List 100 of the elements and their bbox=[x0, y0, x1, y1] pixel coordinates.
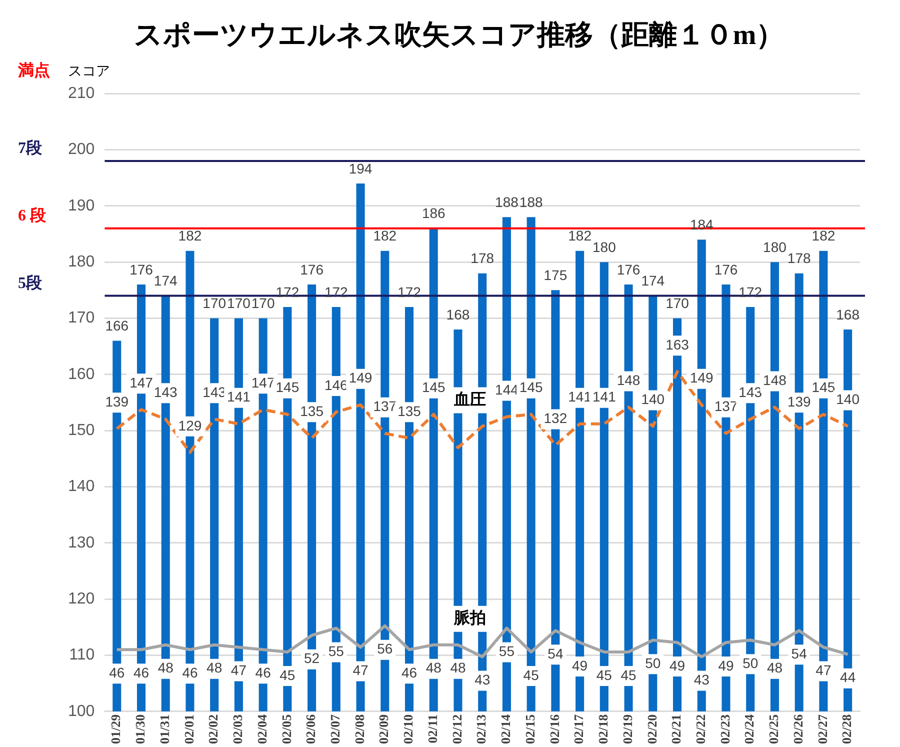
data-label: 182 bbox=[178, 228, 202, 244]
data-label: 46 bbox=[255, 664, 272, 680]
y-axis-title: スコア bbox=[68, 62, 110, 78]
x-tick-label: 02/20 bbox=[644, 714, 660, 744]
x-tick-label: 02/22 bbox=[692, 714, 708, 744]
data-label: 148 bbox=[763, 372, 787, 388]
x-tick-label: 02/06 bbox=[303, 714, 318, 744]
data-label: 143 bbox=[154, 384, 178, 400]
data-label: 143 bbox=[738, 384, 762, 400]
data-label: 48 bbox=[450, 660, 466, 676]
x-tick-label: 02/16 bbox=[546, 714, 562, 744]
data-label: 43 bbox=[474, 672, 490, 688]
y-tick-label: 200 bbox=[68, 141, 95, 158]
data-label: 48 bbox=[158, 660, 174, 676]
data-label: 148 bbox=[616, 372, 640, 388]
data-label: 147 bbox=[130, 374, 154, 390]
x-tick-label: 02/11 bbox=[424, 714, 440, 744]
data-label: 45 bbox=[280, 666, 296, 683]
data-label: 46 bbox=[133, 664, 150, 680]
ref-line-label: 5段 bbox=[18, 274, 43, 292]
data-label: 135 bbox=[300, 402, 324, 419]
x-tick-label: 02/07 bbox=[328, 714, 343, 744]
x-tick-label: 01/29 bbox=[108, 714, 124, 744]
x-tick-label: 02/18 bbox=[596, 714, 611, 744]
x-tick-label: 02/13 bbox=[474, 714, 489, 744]
x-tick-label: 02/01 bbox=[181, 714, 196, 744]
data-label: 47 bbox=[352, 662, 369, 678]
data-label: 141 bbox=[227, 388, 251, 405]
data-label: 163 bbox=[666, 336, 690, 352]
data-label: 55 bbox=[328, 643, 344, 660]
y-tick-label: 130 bbox=[68, 534, 95, 552]
data-label: 182 bbox=[568, 228, 592, 244]
data-label: 46 bbox=[182, 664, 198, 680]
ref-line-label: 6 段 bbox=[18, 206, 47, 225]
series-label: 血圧 bbox=[453, 390, 486, 408]
data-label: 178 bbox=[470, 250, 494, 266]
data-label: 137 bbox=[714, 398, 738, 414]
data-label: 49 bbox=[718, 657, 734, 674]
data-label: 186 bbox=[422, 205, 446, 222]
x-tick-label: 02/02 bbox=[206, 714, 221, 744]
data-label: 45 bbox=[596, 666, 612, 683]
text: 満点 bbox=[17, 62, 50, 80]
data-label: 43 bbox=[694, 672, 710, 688]
data-label: 178 bbox=[787, 250, 811, 266]
data-label: 144 bbox=[495, 382, 519, 398]
y-tick-label: 150 bbox=[68, 422, 95, 439]
y-tick-label: 210 bbox=[68, 85, 95, 102]
data-label: 188 bbox=[495, 194, 519, 210]
x-tick-label: 02/08 bbox=[352, 714, 367, 744]
data-label: 147 bbox=[251, 374, 275, 390]
data-label: 180 bbox=[763, 238, 787, 255]
data-label: 49 bbox=[572, 657, 588, 674]
data-label: 140 bbox=[836, 391, 860, 408]
chart-title: スポーツウエルネス吹矢スコア推移（距離１０m） bbox=[134, 20, 784, 52]
data-label: 168 bbox=[446, 306, 470, 322]
data-label: 145 bbox=[276, 379, 300, 396]
ref-line-label: 7段 bbox=[18, 139, 43, 158]
data-label: 54 bbox=[791, 645, 808, 662]
y-tick-label: 170 bbox=[68, 310, 95, 327]
x-tick-label: 02/17 bbox=[571, 714, 586, 744]
data-label: 48 bbox=[206, 660, 222, 676]
data-label: 145 bbox=[422, 379, 446, 396]
data-label: 46 bbox=[109, 664, 125, 680]
x-tick-label: 02/24 bbox=[742, 714, 757, 744]
x-tick-label: 02/05 bbox=[278, 714, 294, 744]
data-label: 132 bbox=[544, 410, 568, 426]
data-label: 48 bbox=[426, 660, 442, 676]
data-label: 176 bbox=[300, 261, 324, 278]
x-tick-label: 02/14 bbox=[498, 714, 514, 744]
y-tick-label: 140 bbox=[68, 478, 95, 496]
data-label: 50 bbox=[742, 654, 758, 671]
data-label: 141 bbox=[592, 388, 616, 405]
y-tick-label: 180 bbox=[68, 253, 95, 270]
x-tick-label: 02/04 bbox=[254, 714, 270, 744]
y-tick-label: 100 bbox=[68, 702, 95, 720]
x-tick-label: 01/31 bbox=[156, 714, 172, 744]
data-label: 176 bbox=[616, 261, 640, 278]
data-label: 46 bbox=[401, 664, 418, 680]
data-label: 139 bbox=[787, 393, 811, 410]
data-label: 176 bbox=[130, 261, 154, 278]
x-tick-label: 02/03 bbox=[230, 714, 246, 744]
data-label: 55 bbox=[498, 643, 515, 660]
data-label: 47 bbox=[230, 662, 247, 678]
x-tick-label: 02/26 bbox=[790, 714, 806, 744]
data-label: 49 bbox=[669, 657, 686, 674]
data-label: 54 bbox=[548, 645, 564, 662]
data-label: 145 bbox=[519, 379, 543, 396]
data-label: 170 bbox=[227, 295, 251, 312]
x-tick-label: 02/09 bbox=[376, 714, 392, 744]
y-tick-label: 110 bbox=[69, 646, 95, 664]
series-label: 脈拍 bbox=[453, 609, 486, 627]
data-label: 45 bbox=[620, 666, 637, 683]
x-tick-label: 02/21 bbox=[668, 714, 684, 744]
data-label: 194 bbox=[348, 160, 372, 176]
x-tick-label: 02/27 bbox=[814, 714, 830, 744]
data-label: 44 bbox=[840, 669, 856, 686]
data-label: 48 bbox=[766, 660, 783, 676]
data-label: 50 bbox=[645, 654, 661, 671]
data-label: 182 bbox=[812, 228, 836, 244]
data-label: 188 bbox=[519, 194, 543, 210]
